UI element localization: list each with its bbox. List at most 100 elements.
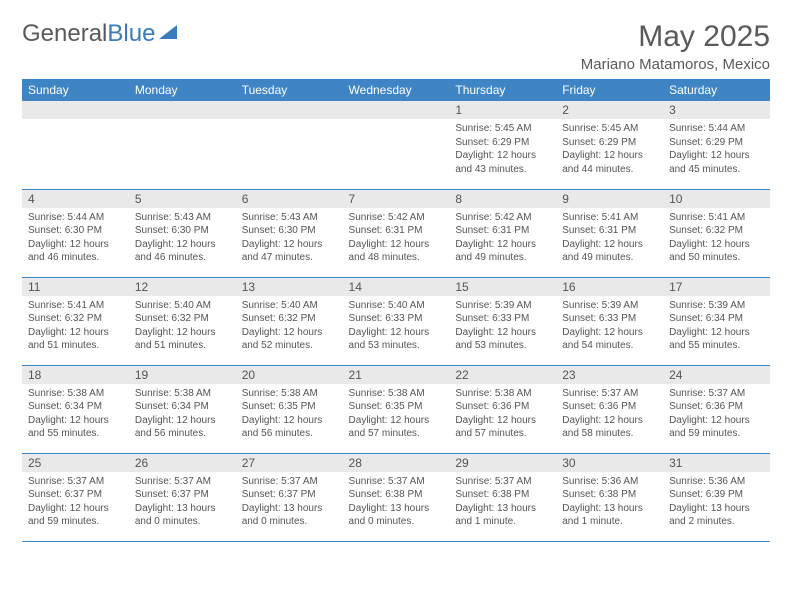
sunrise-line: Sunrise: 5:45 AM xyxy=(455,122,550,136)
calendar-day-cell: 10Sunrise: 5:41 AMSunset: 6:32 PMDayligh… xyxy=(663,189,770,277)
sunrise-line: Sunrise: 5:42 AM xyxy=(349,211,444,225)
sunset-line: Sunset: 6:31 PM xyxy=(349,224,444,238)
calendar-day-cell: 18Sunrise: 5:38 AMSunset: 6:34 PMDayligh… xyxy=(22,365,129,453)
daylight-line: Daylight: 12 hours and 48 minutes. xyxy=(349,238,444,265)
calendar-page: GeneralBlue May 2025 Mariano Matamoros, … xyxy=(0,0,792,552)
day-number: 17 xyxy=(663,278,770,296)
calendar-day-cell: 25Sunrise: 5:37 AMSunset: 6:37 PMDayligh… xyxy=(22,453,129,541)
sunrise-line: Sunrise: 5:39 AM xyxy=(562,299,657,313)
day-details: Sunrise: 5:41 AMSunset: 6:32 PMDaylight:… xyxy=(22,296,129,357)
calendar-week-row: 18Sunrise: 5:38 AMSunset: 6:34 PMDayligh… xyxy=(22,365,770,453)
calendar-day-cell: 1Sunrise: 5:45 AMSunset: 6:29 PMDaylight… xyxy=(449,101,556,189)
daylight-line: Daylight: 12 hours and 57 minutes. xyxy=(349,414,444,441)
day-number: 2 xyxy=(556,101,663,119)
calendar-day-cell: 2Sunrise: 5:45 AMSunset: 6:29 PMDaylight… xyxy=(556,101,663,189)
daylight-line: Daylight: 12 hours and 58 minutes. xyxy=(562,414,657,441)
daylight-line: Daylight: 12 hours and 47 minutes. xyxy=(242,238,337,265)
sunset-line: Sunset: 6:29 PM xyxy=(562,136,657,150)
calendar-day-cell: 4Sunrise: 5:44 AMSunset: 6:30 PMDaylight… xyxy=(22,189,129,277)
day-details: Sunrise: 5:40 AMSunset: 6:32 PMDaylight:… xyxy=(129,296,236,357)
day-number: 29 xyxy=(449,454,556,472)
calendar-day-cell: 8Sunrise: 5:42 AMSunset: 6:31 PMDaylight… xyxy=(449,189,556,277)
sunrise-line: Sunrise: 5:37 AM xyxy=(669,387,764,401)
sunrise-line: Sunrise: 5:37 AM xyxy=(242,475,337,489)
day-number xyxy=(236,101,343,119)
calendar-day-cell: 15Sunrise: 5:39 AMSunset: 6:33 PMDayligh… xyxy=(449,277,556,365)
day-details: Sunrise: 5:37 AMSunset: 6:37 PMDaylight:… xyxy=(129,472,236,533)
day-details: Sunrise: 5:38 AMSunset: 6:34 PMDaylight:… xyxy=(22,384,129,445)
calendar-day-cell: 11Sunrise: 5:41 AMSunset: 6:32 PMDayligh… xyxy=(22,277,129,365)
daylight-line: Daylight: 12 hours and 59 minutes. xyxy=(669,414,764,441)
calendar-day-cell: 22Sunrise: 5:38 AMSunset: 6:36 PMDayligh… xyxy=(449,365,556,453)
day-number: 3 xyxy=(663,101,770,119)
calendar-day-cell: 26Sunrise: 5:37 AMSunset: 6:37 PMDayligh… xyxy=(129,453,236,541)
calendar-day-cell: 21Sunrise: 5:38 AMSunset: 6:35 PMDayligh… xyxy=(343,365,450,453)
day-details: Sunrise: 5:43 AMSunset: 6:30 PMDaylight:… xyxy=(129,208,236,269)
daylight-line: Daylight: 13 hours and 2 minutes. xyxy=(669,502,764,529)
sunrise-line: Sunrise: 5:37 AM xyxy=(455,475,550,489)
sunset-line: Sunset: 6:30 PM xyxy=(135,224,230,238)
calendar-day-cell: 30Sunrise: 5:36 AMSunset: 6:38 PMDayligh… xyxy=(556,453,663,541)
calendar-day-cell xyxy=(343,101,450,189)
weekday-header: Wednesday xyxy=(343,79,450,101)
sunrise-line: Sunrise: 5:41 AM xyxy=(669,211,764,225)
daylight-line: Daylight: 12 hours and 57 minutes. xyxy=(455,414,550,441)
day-details: Sunrise: 5:39 AMSunset: 6:33 PMDaylight:… xyxy=(449,296,556,357)
day-number: 20 xyxy=(236,366,343,384)
sunrise-line: Sunrise: 5:43 AM xyxy=(242,211,337,225)
daylight-line: Daylight: 12 hours and 51 minutes. xyxy=(28,326,123,353)
sunset-line: Sunset: 6:36 PM xyxy=(562,400,657,414)
calendar-day-cell xyxy=(236,101,343,189)
calendar-day-cell: 7 Sunrise: 5:42 AMSunset: 6:31 PMDaylight… xyxy=(343,189,450,277)
sunrise-line: Sunrise: 5:38 AM xyxy=(135,387,230,401)
calendar-day-cell: 24Sunrise: 5:37 AMSunset: 6:36 PMDayligh… xyxy=(663,365,770,453)
sunrise-line: Sunrise: 5:40 AM xyxy=(242,299,337,313)
calendar-day-cell: 6Sunrise: 5:43 AMSunset: 6:30 PMDaylight… xyxy=(236,189,343,277)
day-number: 28 xyxy=(343,454,450,472)
sunset-line: Sunset: 6:34 PM xyxy=(669,312,764,326)
daylight-line: Daylight: 12 hours and 51 minutes. xyxy=(135,326,230,353)
day-details: Sunrise: 5:37 AMSunset: 6:36 PMDaylight:… xyxy=(663,384,770,445)
calendar-week-row: 1Sunrise: 5:45 AMSunset: 6:29 PMDaylight… xyxy=(22,101,770,189)
logo-triangle-icon xyxy=(159,25,177,39)
daylight-line: Daylight: 13 hours and 0 minutes. xyxy=(349,502,444,529)
daylight-line: Daylight: 12 hours and 56 minutes. xyxy=(242,414,337,441)
sunset-line: Sunset: 6:35 PM xyxy=(349,400,444,414)
calendar-day-cell: 17Sunrise: 5:39 AMSunset: 6:34 PMDayligh… xyxy=(663,277,770,365)
weekday-header: Tuesday xyxy=(236,79,343,101)
day-number: 5 xyxy=(129,190,236,208)
calendar-header: Sunday Monday Tuesday Wednesday Thursday… xyxy=(22,79,770,101)
daylight-line: Daylight: 12 hours and 53 minutes. xyxy=(349,326,444,353)
day-details: Sunrise: 5:41 AMSunset: 6:31 PMDaylight:… xyxy=(556,208,663,269)
daylight-line: Daylight: 12 hours and 56 minutes. xyxy=(135,414,230,441)
calendar-day-cell: 12Sunrise: 5:40 AMSunset: 6:32 PMDayligh… xyxy=(129,277,236,365)
day-details: Sunrise: 5:36 AMSunset: 6:39 PMDaylight:… xyxy=(663,472,770,533)
sunset-line: Sunset: 6:30 PM xyxy=(242,224,337,238)
sunset-line: Sunset: 6:34 PM xyxy=(135,400,230,414)
weekday-header: Saturday xyxy=(663,79,770,101)
sunrise-line: Sunrise: 5:38 AM xyxy=(455,387,550,401)
day-details: Sunrise: 5:38 AMSunset: 6:35 PMDaylight:… xyxy=(343,384,450,445)
day-number: 7 xyxy=(343,190,450,208)
day-details: Sunrise: 5:44 AMSunset: 6:30 PMDaylight:… xyxy=(22,208,129,269)
sunset-line: Sunset: 6:32 PM xyxy=(242,312,337,326)
sunrise-line: Sunrise: 5:44 AM xyxy=(669,122,764,136)
calendar-day-cell: 27Sunrise: 5:37 AMSunset: 6:37 PMDayligh… xyxy=(236,453,343,541)
sunset-line: Sunset: 6:33 PM xyxy=(562,312,657,326)
sunset-line: Sunset: 6:34 PM xyxy=(28,400,123,414)
calendar-day-cell xyxy=(22,101,129,189)
day-number: 10 xyxy=(663,190,770,208)
day-number xyxy=(343,101,450,119)
day-details: Sunrise: 5:37 AMSunset: 6:36 PMDaylight:… xyxy=(556,384,663,445)
sunset-line: Sunset: 6:38 PM xyxy=(349,488,444,502)
day-number: 21 xyxy=(343,366,450,384)
day-details: Sunrise: 5:40 AMSunset: 6:32 PMDaylight:… xyxy=(236,296,343,357)
sunset-line: Sunset: 6:37 PM xyxy=(28,488,123,502)
calendar-body: 1Sunrise: 5:45 AMSunset: 6:29 PMDaylight… xyxy=(22,101,770,541)
header-row: GeneralBlue May 2025 Mariano Matamoros, … xyxy=(22,20,770,73)
sunset-line: Sunset: 6:33 PM xyxy=(455,312,550,326)
daylight-line: Daylight: 12 hours and 54 minutes. xyxy=(562,326,657,353)
sunrise-line: Sunrise: 5:37 AM xyxy=(349,475,444,489)
day-number xyxy=(22,101,129,119)
sunrise-line: Sunrise: 5:40 AM xyxy=(135,299,230,313)
